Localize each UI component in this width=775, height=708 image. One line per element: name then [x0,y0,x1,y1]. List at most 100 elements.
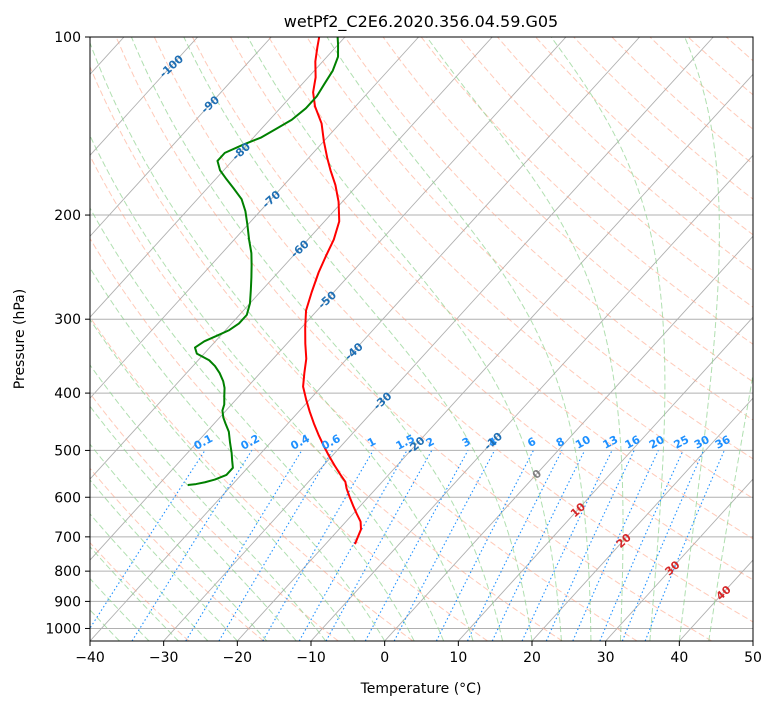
moist-adiabat-line [90,267,386,641]
moist-adiabat-line [90,207,415,641]
mixing-ratio-line [364,450,469,641]
moist-adiabat-line [326,37,592,641]
mixing-ratio-line [393,450,496,641]
y-tick-label: 300 [54,312,81,328]
dry-adiabat-line [764,37,775,641]
isotherm-line [237,73,753,641]
dry-adiabat-line [90,154,563,641]
dry-adiabat-line [230,37,753,540]
plot-frame [89,36,754,642]
mixing-ratio-label: 1 [365,435,378,450]
moist-adiabat-line [708,371,753,641]
x-tick-label: 20 [523,650,541,666]
mixing-ratio-label: 36 [713,433,733,452]
mixing-ratio-label: 0.1 [192,432,215,453]
mixing-ratio-line [621,450,705,641]
isotherm-line [384,235,753,641]
moist-adiabat-line [90,134,445,641]
y-tick-label: 600 [54,490,81,506]
mixing-ratio-label: 13 [601,433,621,452]
dry-adiabat-line [90,237,488,641]
dry-adiabat-line [382,37,753,383]
isotherm-line [531,397,753,641]
dry-adiabat-line [191,37,753,581]
moist-adiabat-line [90,513,209,641]
isotherm-line [752,640,753,641]
y-tick-label: 200 [54,208,81,224]
isotherm-line [90,37,567,561]
moist-adiabat-line [90,577,150,641]
moist-adiabat-line [90,41,474,641]
x-tick-label: 30 [597,650,615,666]
isotherm-line [605,478,753,641]
y-tick-label: 400 [54,386,81,402]
mixing-ratio-line [298,450,408,641]
isotherm-line [90,37,640,641]
moist-adiabat-line [426,37,624,641]
mixing-ratio-line [131,450,253,641]
mixing-ratio-label: 10 [573,433,593,452]
isotherm-line [90,37,198,156]
mixing-ratio-line [572,450,659,641]
isotherm-line [310,154,753,641]
mixing-ratio-label: 3 [460,435,473,450]
x-tick-label: 50 [744,650,762,666]
dry-adiabat-line [649,37,753,130]
mixing-ratio-line [644,450,725,641]
mixing-ratio-line [90,450,206,630]
y-tick-label: 100 [54,30,81,46]
dry-adiabat-line [306,37,753,460]
y-tick-label: 900 [54,594,81,610]
mixing-ratio-label: 30 [692,433,712,452]
dry-adiabat-line [458,37,753,308]
mixing-ratio-line [435,450,534,641]
moist-adiabat-line [130,37,504,641]
dry-adiabat-line [420,37,753,345]
moist-adiabat-line [90,405,297,641]
mixing-ratio-label: 0.6 [319,432,343,453]
y-tick-label: 700 [54,530,81,546]
dry-adiabat-line [344,37,753,421]
y-tick-label: 500 [54,443,81,459]
mixing-ratio-label: 16 [623,433,643,452]
mixing-ratio-line [325,450,433,641]
mixing-ratio-label: 0.4 [288,432,312,453]
chart-title: wetPf2_C2E6.2020.356.04.59.G05 [284,12,558,32]
temperature-profile-line [302,37,362,545]
dry-adiabat-line [90,392,339,641]
mixing-ratio-line [467,450,563,641]
dry-adiabat-line [687,37,753,96]
moist-adiabat-line [247,37,562,641]
mixing-ratio-label: 20 [647,433,667,452]
mixing-ratio-line [185,450,303,641]
mixing-ratio-label: 25 [672,433,692,452]
isotherm-line [90,37,493,480]
isotherm-line [458,316,753,641]
moist-adiabat-line [90,545,179,641]
isotherm-line [90,37,272,237]
mixing-ratio-label: 6 [525,435,538,450]
x-tick-label: 10 [449,650,467,666]
x-tick-label: −10 [296,650,326,666]
mixing-ratio-line [599,450,684,641]
moist-adiabat-line [90,318,356,641]
y-tick-label: 800 [54,564,81,580]
moist-adiabat-line [550,37,666,641]
x-tick-label: 40 [670,650,688,666]
dry-adiabat-line [535,37,753,236]
dry-adiabat-line [268,37,753,499]
moist-adiabat-line [90,479,238,641]
y-tick-label: 1000 [45,621,81,637]
isotherm-label: -100 [157,52,186,80]
x-tick-label: −30 [149,650,179,666]
x-axis-label: Temperature (°C) [360,681,482,697]
x-tick-label: −20 [223,650,253,666]
y-axis-label: Pressure (hPa) [12,289,28,389]
moist-adiabat-line [90,364,327,641]
isotherm-line [163,37,714,641]
x-tick-label: 0 [380,650,389,666]
isotherm-line [90,37,419,399]
moist-adiabat-line [90,443,268,641]
moist-adiabat-line [678,37,720,641]
